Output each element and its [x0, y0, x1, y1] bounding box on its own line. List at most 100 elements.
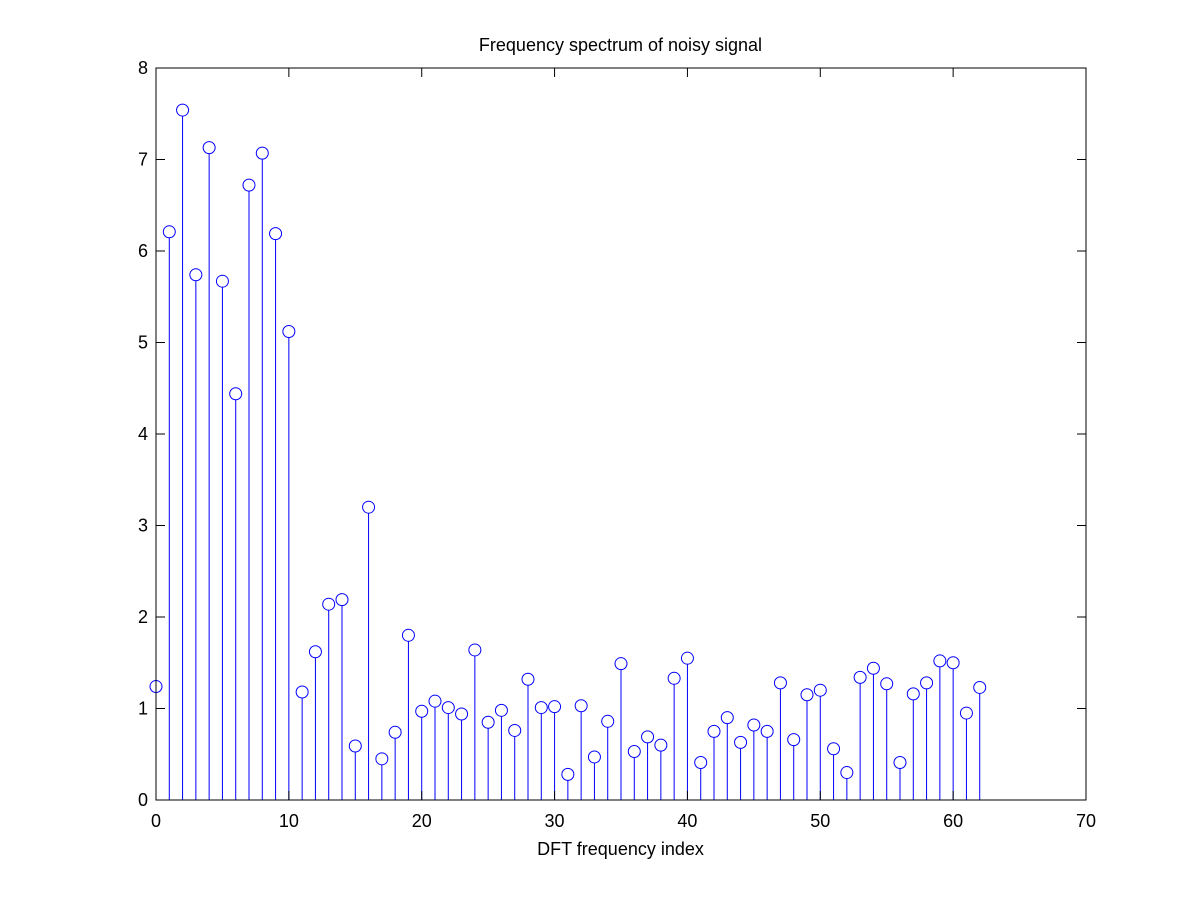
stem-marker [641, 730, 655, 744]
stem-point [667, 671, 681, 800]
stem-marker [561, 767, 575, 781]
stem-marker [468, 643, 482, 657]
stem-marker [428, 694, 442, 708]
stem-point [946, 656, 960, 800]
stem-marker [787, 733, 801, 747]
y-tick-label: 0 [138, 790, 148, 810]
stem-marker [813, 683, 827, 697]
stem-point [707, 724, 721, 800]
stem-marker [601, 714, 615, 728]
x-tick-label: 10 [279, 811, 299, 831]
stem-marker [827, 742, 841, 756]
stem-marker [282, 325, 296, 339]
stem-point [734, 735, 748, 800]
stem-point [694, 755, 708, 800]
stem-point [401, 628, 415, 800]
y-tick-label: 2 [138, 607, 148, 627]
stem-marker [202, 141, 216, 155]
stem-point [920, 676, 934, 800]
x-tick-label: 60 [943, 811, 963, 831]
stem-marker [880, 677, 894, 691]
stem-point [548, 700, 562, 800]
stem-marker [667, 671, 681, 685]
stem-marker [680, 651, 694, 665]
stem-marker [481, 715, 495, 729]
stem-marker [176, 103, 190, 117]
y-tick-label: 4 [138, 424, 148, 444]
stem-marker [441, 701, 455, 715]
stem-point [933, 654, 947, 800]
stem-marker [455, 707, 469, 721]
stem-point [641, 730, 655, 800]
stem-point [760, 724, 774, 800]
stem-marker [308, 645, 322, 659]
stem-point [680, 651, 694, 800]
stem-point [853, 670, 867, 800]
stem-marker [375, 752, 389, 766]
stem-point [574, 699, 588, 800]
stem-point [468, 643, 482, 800]
stem-point [348, 739, 362, 800]
stem-point [973, 680, 987, 800]
chart-title: Frequency spectrum of noisy signal [479, 35, 762, 55]
x-tick-label: 0 [151, 811, 161, 831]
stem-marker [840, 766, 854, 780]
stem-marker [760, 724, 774, 738]
stem-marker [548, 700, 562, 714]
stem-marker [973, 680, 987, 694]
stem-point [229, 387, 243, 800]
stem-point [773, 676, 787, 800]
stem-point [176, 103, 190, 800]
stem-point [162, 225, 176, 800]
stem-marker [255, 146, 269, 160]
stem-point [747, 718, 761, 800]
stem-point [587, 750, 601, 800]
stem-point [494, 703, 508, 800]
y-tick-label: 5 [138, 333, 148, 353]
stem-point [428, 694, 442, 800]
stem-point [269, 227, 283, 800]
stem-marker [415, 704, 429, 718]
stem-point [441, 701, 455, 800]
x-tick-label: 50 [810, 811, 830, 831]
x-axis-label: DFT frequency index [537, 839, 704, 859]
stem-point [813, 683, 827, 800]
stem-marker [893, 755, 907, 769]
stem-point [415, 704, 429, 800]
stem-marker [853, 670, 867, 684]
stem-marker [654, 738, 668, 752]
stem-point [481, 715, 495, 800]
stem-point [840, 766, 854, 800]
stem-marker [534, 701, 548, 715]
axis-ticks: 0 10 20 30 40 50 60 70 0 1 2 3 4 5 6 7 8 [138, 58, 1096, 831]
stem-point [800, 688, 814, 800]
stem-point [508, 723, 522, 800]
stem-marker [229, 387, 243, 401]
stem-point [521, 672, 535, 800]
stem-point [880, 677, 894, 800]
stem-point [827, 742, 841, 800]
stem-point [255, 146, 269, 800]
stem-point [455, 707, 469, 800]
stem-point [866, 661, 880, 800]
stem-point [614, 657, 628, 800]
stem-point [375, 752, 389, 800]
x-tick-label: 70 [1076, 811, 1096, 831]
stem-marker [242, 178, 256, 192]
stem-marker [614, 657, 628, 671]
stem-marker [401, 628, 415, 642]
x-tick-label: 20 [412, 811, 432, 831]
y-tick-label: 3 [138, 516, 148, 536]
stem-marker [189, 268, 203, 282]
stem-marker [800, 688, 814, 702]
stem-point [242, 178, 256, 800]
stem-marker [269, 227, 283, 241]
y-tick-label: 6 [138, 241, 148, 261]
x-tick-label: 40 [677, 811, 697, 831]
stem-marker [627, 745, 641, 759]
stem-marker [747, 718, 761, 732]
stem-point [787, 733, 801, 800]
stem-marker [946, 656, 960, 670]
stem-marker [388, 725, 402, 739]
